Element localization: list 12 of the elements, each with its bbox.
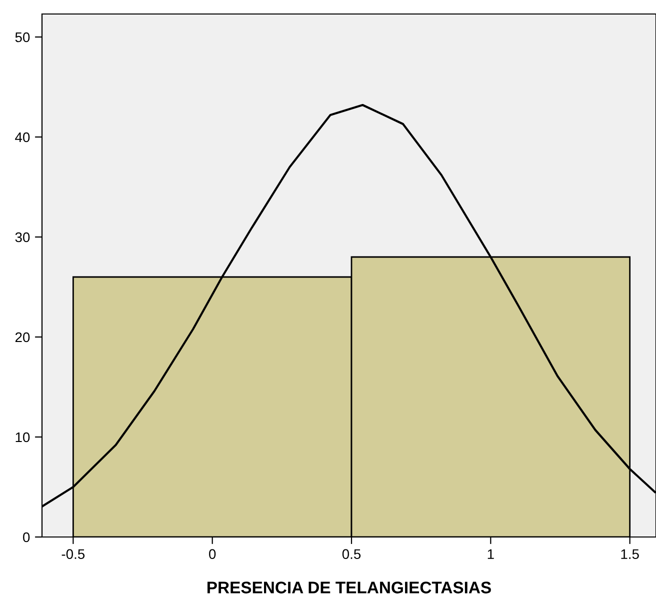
y-tick-label: 30 bbox=[15, 232, 30, 242]
x-tick-label: 0 bbox=[209, 549, 216, 560]
x-tick-label: 0.5 bbox=[342, 549, 361, 560]
x-tick-label: 1.5 bbox=[621, 549, 639, 560]
y-tick-label: 0 bbox=[23, 532, 30, 542]
y-tick-label: 50 bbox=[15, 32, 30, 42]
y-tick-label: 10 bbox=[16, 432, 30, 442]
y-tick-label: 40 bbox=[15, 132, 30, 142]
x-axis-title: PRESENCIA DE TELANGIECTASIAS bbox=[208, 582, 491, 594]
x-tick-label: 1 bbox=[488, 549, 494, 559]
y-tick-label: 20 bbox=[15, 332, 30, 342]
x-tick-label: -0.5 bbox=[62, 549, 85, 560]
